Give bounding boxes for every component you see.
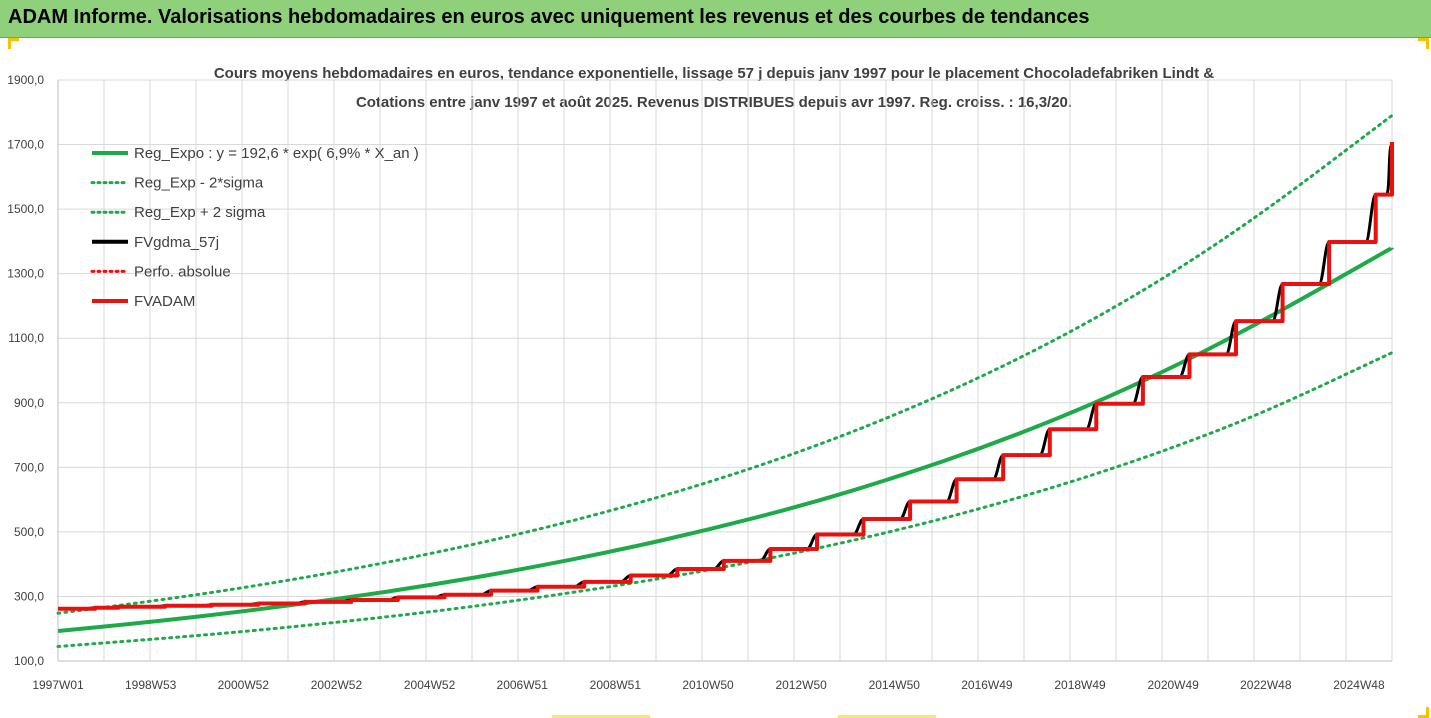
y-tick-label: 1100,0 — [8, 331, 44, 345]
x-tick-label: 1997W01 — [32, 678, 84, 692]
banner-title: ADAM Informe. Valorisations hebdomadaire… — [8, 6, 1090, 28]
series-line-sigma — [56, 113, 1394, 615]
legend-label: FVADAM — [134, 293, 195, 310]
chart-title: Cours moyens hebdomadaires en euros, ten… — [214, 65, 1214, 82]
corner-mark — [8, 38, 19, 49]
x-tick-label: 2000W52 — [218, 678, 270, 692]
x-tick-label: 1998W53 — [125, 678, 177, 692]
legend-label: FVgdma_57j — [134, 234, 219, 251]
x-tick-label: 2010W50 — [682, 678, 734, 692]
corner-mark — [1418, 707, 1429, 718]
series-line-fvadam — [58, 142, 1394, 611]
legend: Reg_Expo : y = 192,6 * exp( 6,9% * X_an … — [90, 145, 419, 310]
grid — [57, 79, 1393, 662]
legend-label: Reg_Expo : y = 192,6 * exp( 6,9% * X_an … — [134, 145, 419, 162]
axes: 100,0 300,0 500,0 700,0 900,0 1100,0 1300,0 150… — [7, 73, 1392, 692]
banner: ADAM Informe. Valorisations hebdomadaire… — [0, 0, 1431, 38]
sheet-tab-marker — [838, 715, 936, 718]
y-tick-label: 1500,0 — [7, 202, 44, 216]
x-tick-label: 2002W52 — [311, 678, 363, 692]
x-tick-label: 2004W52 — [404, 678, 456, 692]
x-tick-label: 2018W49 — [1054, 678, 1106, 692]
corner-mark — [1418, 38, 1429, 49]
x-tick-label: 2006W51 — [497, 678, 549, 692]
chart: Cours moyens hebdomadaires en euros, ten… — [7, 65, 1394, 692]
chart-subtitle: Cotations entre janv 1997 et août 2025. … — [356, 94, 1072, 111]
x-tick-label: 2016W49 — [961, 678, 1013, 692]
x-tick-label: 2008W51 — [590, 678, 642, 692]
y-tick-label: 1700,0 — [7, 138, 44, 152]
legend-label: Reg_Exp + 2 sigma — [134, 204, 266, 221]
y-tick-label: 1300,0 — [7, 267, 44, 281]
sheet-tab-marker — [552, 715, 650, 718]
x-tick-label: 2020W49 — [1147, 678, 1199, 692]
y-tick-label: 1900,0 — [7, 73, 44, 87]
y-tick-label: 100,0 — [14, 654, 44, 668]
y-tick-label: 500,0 — [14, 525, 44, 539]
legend-label: Perfo. absolue — [134, 263, 231, 280]
x-tick-label: 2014W50 — [869, 678, 921, 692]
legend-label: Reg_Exp - 2*sigma — [134, 175, 264, 192]
y-tick-label: 300,0 — [14, 589, 44, 603]
y-tick-label: 900,0 — [14, 396, 44, 410]
series — [56, 113, 1394, 648]
x-tick-label: 2024W48 — [1333, 678, 1385, 692]
x-tick-label: 2012W50 — [775, 678, 827, 692]
y-tick-label: 700,0 — [14, 460, 44, 474]
x-tick-label: 2022W48 — [1240, 678, 1292, 692]
